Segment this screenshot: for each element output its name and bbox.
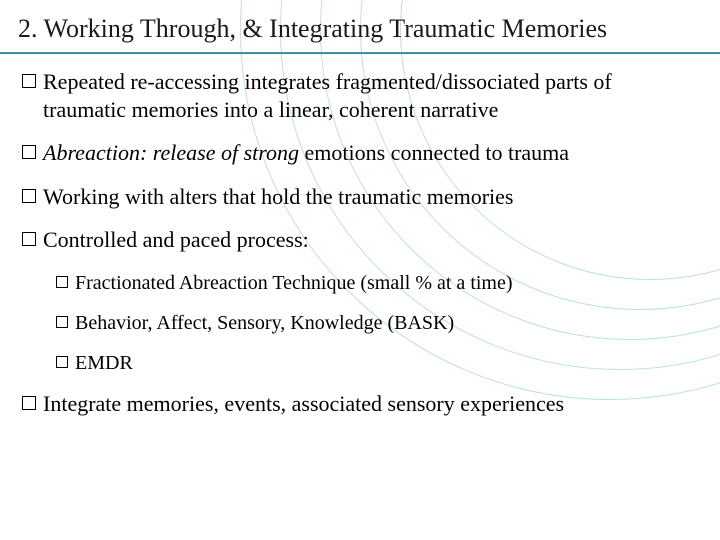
slide: 2. Working Through, & Integrating Trauma… — [0, 0, 720, 540]
slide-title: 2. Working Through, & Integrating Trauma… — [0, 0, 720, 50]
bullet-text: Abreaction: release of strong emotions c… — [43, 139, 698, 167]
bullet-l1: Controlled and paced process: — [22, 226, 698, 254]
bullet-text: Controlled and paced process: — [43, 226, 698, 254]
square-bullet-icon — [22, 74, 36, 88]
square-bullet-icon — [22, 232, 36, 246]
bullet-text: EMDR — [75, 350, 698, 376]
bullet-l2: Behavior, Affect, Sensory, Knowledge (BA… — [56, 310, 698, 336]
bullet-text: Working with alters that hold the trauma… — [43, 183, 698, 211]
bullet-text: Behavior, Affect, Sensory, Knowledge (BA… — [75, 310, 698, 336]
bullet-text: Integrate memories, events, associated s… — [43, 390, 698, 418]
bullet-text: Fractionated Abreaction Technique (small… — [75, 270, 698, 296]
bullet-l1: Integrate memories, events, associated s… — [22, 390, 698, 418]
square-bullet-icon — [56, 316, 68, 328]
bullet-l2: EMDR — [56, 350, 698, 376]
square-bullet-icon — [22, 145, 36, 159]
square-bullet-icon — [56, 356, 68, 368]
bullet-l1: Working with alters that hold the trauma… — [22, 183, 698, 211]
slide-content: Repeated re-accessing integrates fragmen… — [0, 50, 720, 417]
bullet-l2: Fractionated Abreaction Technique (small… — [56, 270, 698, 296]
bullet-l1: Abreaction: release of strong emotions c… — [22, 139, 698, 167]
bullet-text-italic: Abreaction: release of strong — [43, 140, 305, 165]
bullet-text-rest: emotions connected to trauma — [305, 140, 570, 165]
bullet-l1: Repeated re-accessing integrates fragmen… — [22, 68, 698, 123]
bullet-text: Repeated re-accessing integrates fragmen… — [43, 68, 698, 123]
square-bullet-icon — [56, 276, 68, 288]
square-bullet-icon — [22, 396, 36, 410]
square-bullet-icon — [22, 189, 36, 203]
